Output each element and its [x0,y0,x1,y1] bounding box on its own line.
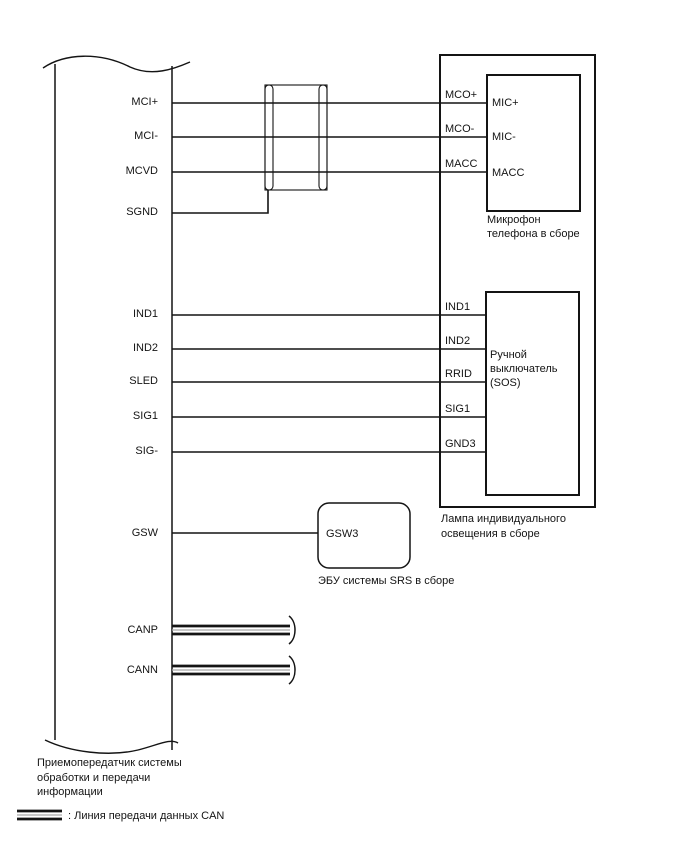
pin-label-macc: MACC [445,158,477,170]
pin-label-gsw: GSW [132,527,159,539]
srs-ecu-box: GSW3 ЭБУ системы SRS в сборе [317,502,454,587]
pin-label-mci-minus: MCI- [134,130,158,142]
sos-switch-outline [485,291,580,496]
pin-label-sgnd: SGND [126,206,158,218]
lamp-assembly-outline [439,54,596,508]
can-line-canp [172,615,296,645]
transceiver-caption-line1: Приемопередатчик системы [37,757,182,769]
can-line-cann [172,655,296,685]
microphone-caption-line2: телефона в сборе [487,228,580,240]
sos-switch-label-line1: Ручной [490,349,527,361]
lamp-assembly-caption: Лампа индивидуального освещения в сборе [441,513,566,540]
pin-label-rrid: RRID [445,368,472,380]
srs-ecu-caption: ЭБУ системы SRS в сборе [318,575,454,587]
pin-label-macc-inner: MACC [492,167,524,179]
canp-break-arc [288,615,296,645]
pin-label-gnd3: GND3 [445,438,476,450]
pin-label-mcvd: MCVD [126,165,158,177]
pin-label-sled: SLED [129,375,158,387]
sos-switch-box: Ручной выключатель (SOS) [485,291,580,496]
transceiver-caption-line2: обработки и передачи [37,772,150,784]
transceiver-caption: Приемопередатчик системы обработки и пер… [37,757,182,798]
can-line-legend-symbol [17,809,62,821]
pin-label-mco-minus: MCO- [445,123,475,135]
can-bus-lines [172,615,296,685]
lamp-caption-line1: Лампа индивидуального [441,513,566,525]
microphone-outline [486,74,581,212]
shield-right-terminal [318,84,328,191]
srs-ecu-outline [317,502,411,569]
pin-label-ind1: IND1 [133,308,158,320]
lamp-caption-line2: освещения в сборе [441,528,540,540]
transceiver-torn-top-edge [42,55,191,73]
lamp-assembly-box: MCO+ MCO- MACC IND1 IND2 RRID SIG1 GND3 [439,54,596,508]
pin-label-ind2: IND2 [133,342,158,354]
pin-label-cann: CANN [127,664,158,676]
pin-label-mci-plus: MCI+ [131,96,158,108]
legend-label: : Линия передачи данных CAN [68,810,224,822]
wire-sgnd-shield-drain [172,190,269,214]
transceiver-box [42,55,191,754]
pin-label-sig1: SIG1 [133,410,158,422]
pin-label-gsw3: GSW3 [326,528,358,540]
pin-label-mco-plus: MCO+ [445,89,477,101]
pin-label-mic-minus: MIC- [492,131,516,143]
microphone-box: MIC+ MIC- MACC Микрофон телефона в сборе [486,74,581,240]
pin-label-sig1-right: SIG1 [445,403,470,415]
transceiver-caption-line3: информации [37,786,103,798]
microphone-caption-line1: Микрофон [487,214,541,226]
shield-left-terminal [264,84,274,191]
pin-label-ind2-right: IND2 [445,335,470,347]
sos-switch-label-line3: (SOS) [490,377,521,389]
transceiver-pin-labels: MCI+ MCI- MCVD SGND IND1 IND2 SLED SIG1 … [126,96,159,676]
pin-label-sig-minus: SIG- [135,445,158,457]
pin-label-mic-plus: MIC+ [492,97,519,109]
wires [172,102,487,534]
sos-switch-label-line2: выключатель [490,363,558,375]
legend: : Линия передачи данных CAN [17,809,224,822]
transceiver-torn-bottom-edge [44,739,179,754]
shielded-cable-symbol [264,84,328,191]
cann-break-arc [288,655,296,685]
pin-label-canp: CANP [127,624,158,636]
pin-label-ind1-right: IND1 [445,301,470,313]
